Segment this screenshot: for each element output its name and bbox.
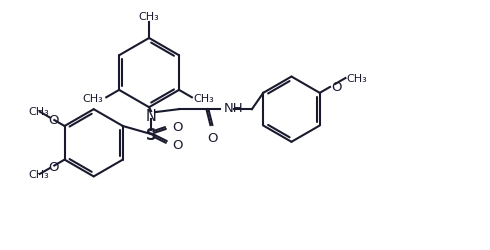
Text: O: O — [207, 132, 218, 144]
Text: O: O — [48, 114, 59, 126]
Text: O: O — [172, 139, 182, 152]
Text: NH: NH — [224, 101, 244, 114]
Text: N: N — [146, 108, 156, 123]
Text: O: O — [172, 121, 182, 134]
Text: CH₃: CH₃ — [346, 73, 367, 83]
Text: S: S — [146, 128, 156, 143]
Text: CH₃: CH₃ — [83, 94, 103, 104]
Text: CH₃: CH₃ — [28, 170, 49, 180]
Text: O: O — [48, 160, 59, 173]
Text: CH₃: CH₃ — [194, 94, 215, 104]
Text: O: O — [331, 80, 342, 94]
Text: CH₃: CH₃ — [139, 12, 159, 22]
Text: CH₃: CH₃ — [28, 107, 49, 117]
